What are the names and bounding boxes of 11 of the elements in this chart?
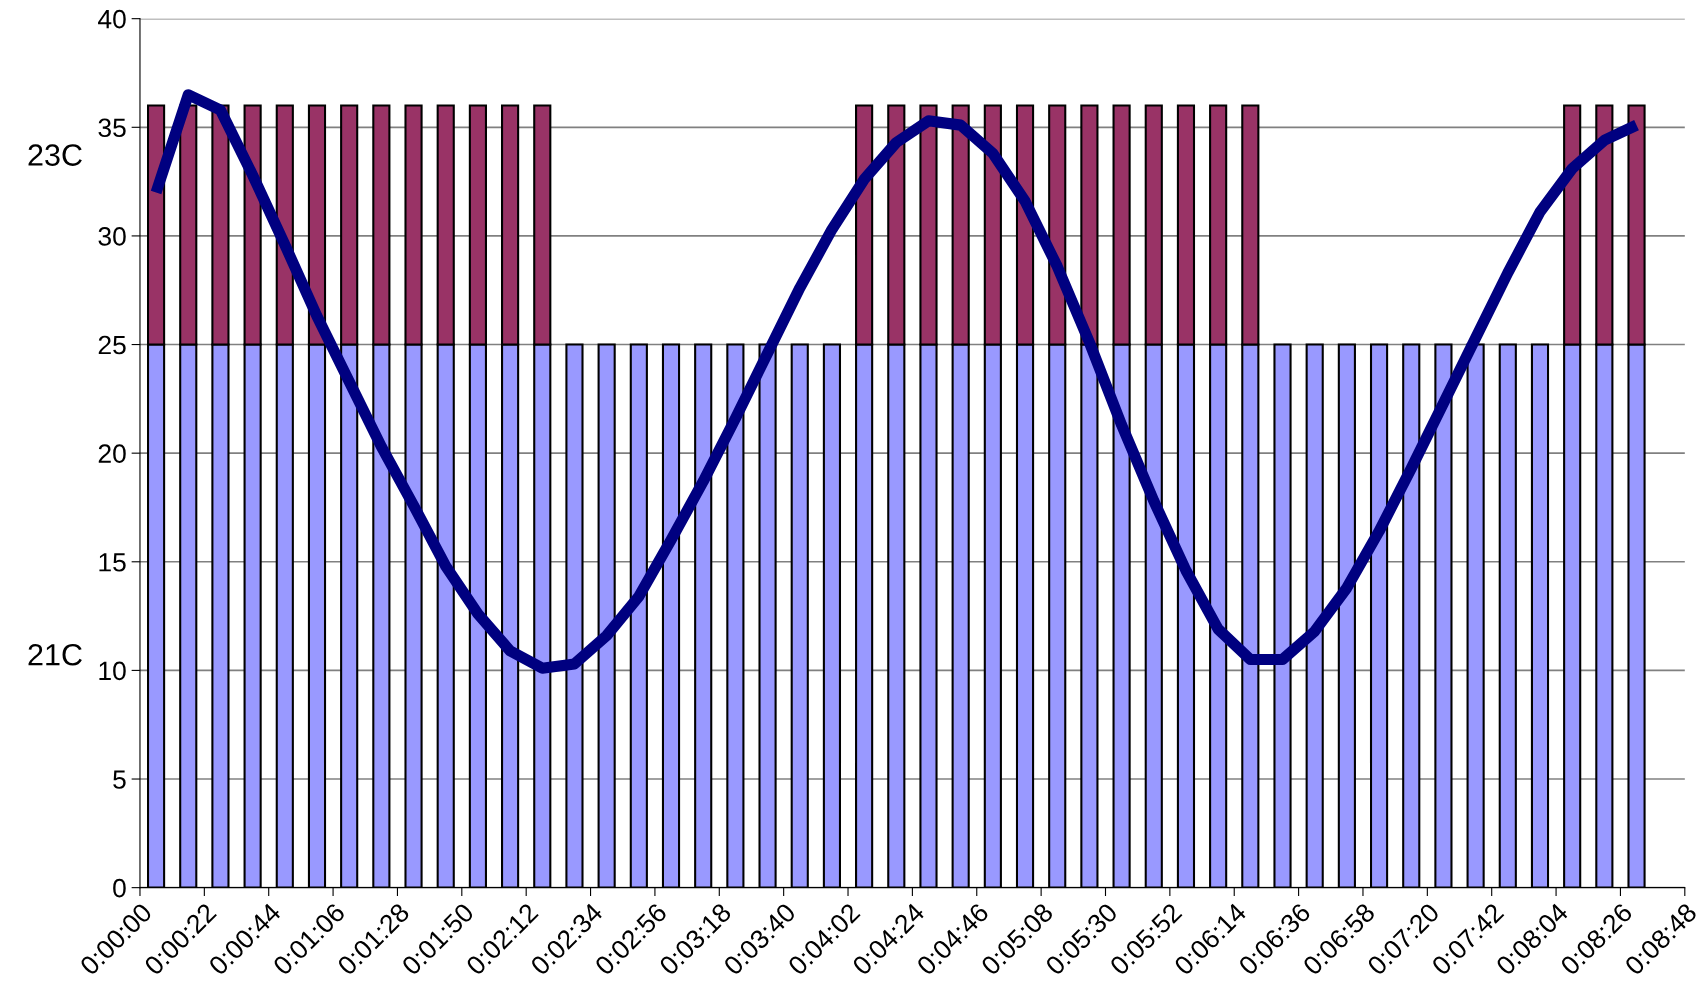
- y-tick-label: 35: [98, 118, 126, 138]
- y-tick-label: 0: [113, 878, 126, 898]
- text: 23C: [28, 144, 82, 166]
- y-tick-label: 15: [99, 553, 126, 572]
- text: 21C: [28, 643, 82, 666]
- y-tick-label: 25: [98, 335, 126, 355]
- y-tick-label: 20: [98, 444, 126, 463]
- y-tick-label: 10: [99, 661, 126, 681]
- y-tick-label: 5: [113, 770, 126, 789]
- y-tick-label: 40: [98, 9, 126, 29]
- y-tick-label: 30: [98, 227, 126, 246]
